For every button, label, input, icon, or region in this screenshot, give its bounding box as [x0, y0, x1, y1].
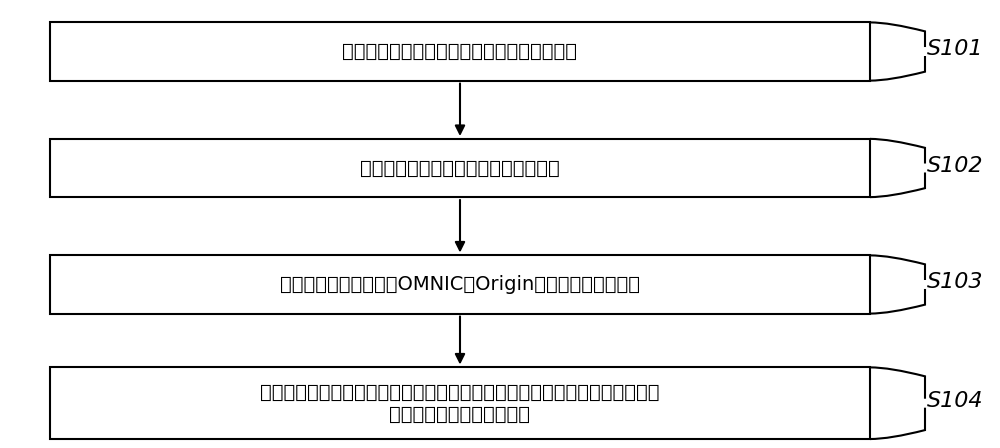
Text: S101: S101 — [927, 39, 983, 59]
FancyBboxPatch shape — [50, 139, 870, 197]
Text: S102: S102 — [927, 156, 983, 176]
Text: 对得到的红外光谱进行OMNIC和Origin曲线拟合，获得峰位: 对得到的红外光谱进行OMNIC和Origin曲线拟合，获得峰位 — [280, 275, 640, 294]
Text: 取不同产地的煤炭样品，将样品进行脱矿处理: 取不同产地的煤炭样品，将样品进行脱矿处理 — [342, 42, 578, 61]
Text: 将处理后的样品进行红外光谱测试分析: 将处理后的样品进行红外光谱测试分析 — [360, 159, 560, 177]
FancyBboxPatch shape — [50, 367, 870, 439]
FancyBboxPatch shape — [50, 22, 870, 81]
Text: S104: S104 — [927, 391, 983, 411]
Text: S103: S103 — [927, 272, 983, 292]
Text: 确定峰位代表的官能团，之后运用主成分分析和判别分析对所得官能团数据进
行分析，建立产地溯源模型: 确定峰位代表的官能团，之后运用主成分分析和判别分析对所得官能团数据进 行分析，建… — [260, 383, 660, 424]
FancyBboxPatch shape — [50, 255, 870, 314]
